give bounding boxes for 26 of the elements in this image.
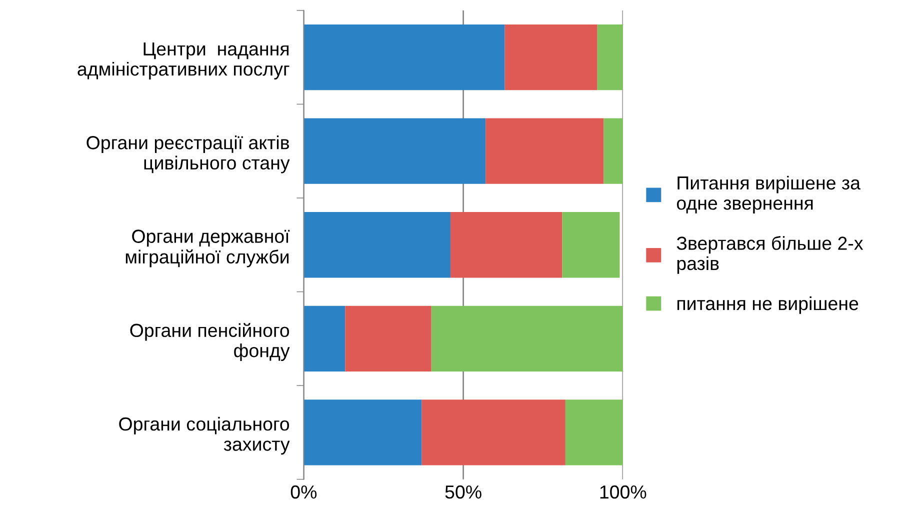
bar [504, 24, 598, 90]
y-tick-label: Органи соціального захисту [119, 416, 290, 455]
bar [304, 118, 486, 184]
bar [304, 24, 505, 90]
bar [565, 400, 623, 466]
bar [304, 212, 451, 278]
y-tick-label: Центри надання адміністративних послуг [78, 42, 290, 80]
legend-label: питання не вирішене [677, 296, 858, 314]
bar [562, 212, 620, 278]
bar [431, 306, 623, 372]
x-tick-label: 50% [445, 485, 482, 499]
bar [304, 400, 422, 466]
bar [304, 306, 346, 372]
y-tick-label: Органи реєстрації актів цивільного стану [86, 136, 290, 174]
y-tick-label: Органи державної міграційної служби [126, 230, 290, 268]
bar [422, 400, 566, 466]
bar [486, 118, 604, 184]
bar [450, 212, 562, 278]
legend-label: Питання вирішене за одне звернення [676, 176, 860, 214]
x-tick-label: 0% [290, 485, 317, 499]
legend-label: Звертався більше 2-х разів [676, 236, 864, 274]
bar [597, 24, 623, 90]
x-tick-label: 100% [600, 485, 646, 499]
y-tick-label: Органи пенсійного фонду [130, 322, 290, 361]
bar [604, 118, 623, 184]
bar [345, 306, 432, 372]
